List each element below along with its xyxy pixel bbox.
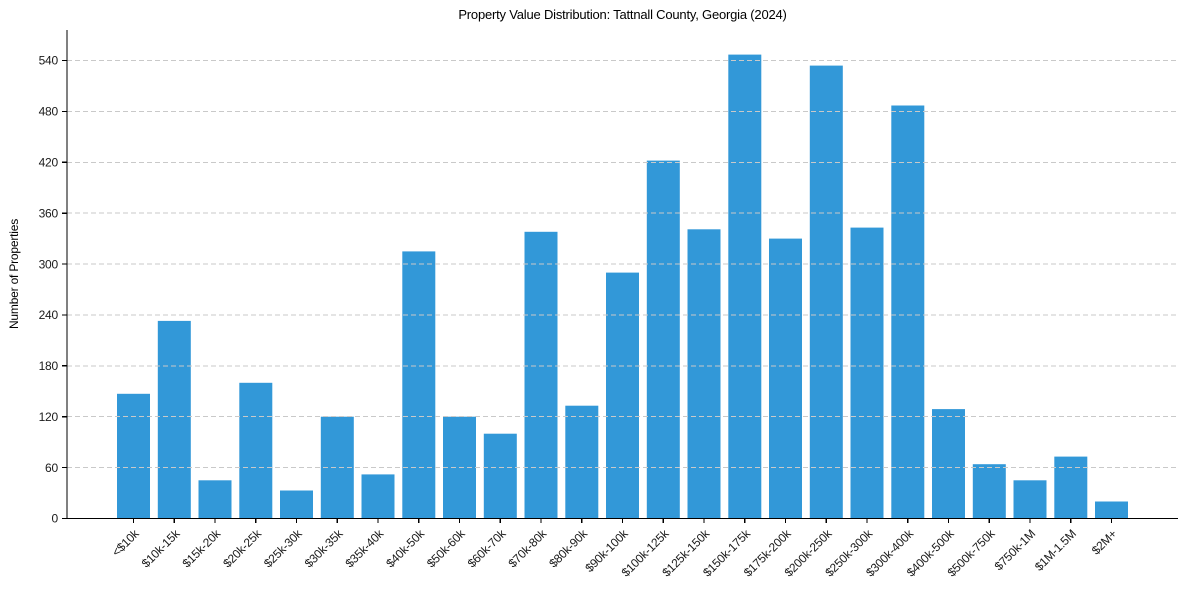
x-tick-label: $50k-60k xyxy=(424,526,469,571)
bar-$150k-175k xyxy=(728,54,762,519)
x-tick-label: $60k-70k xyxy=(465,526,510,571)
bar-$500k-750k xyxy=(972,464,1006,519)
x-tick-label: $15k-20k xyxy=(179,526,224,571)
y-tick-label: 0 xyxy=(52,512,59,526)
bar-$125k-150k xyxy=(687,229,721,519)
x-tick-label: $30k-35k xyxy=(302,526,347,571)
y-tick-label: 300 xyxy=(39,257,59,271)
x-tick-label: $1M-1.5M xyxy=(1032,527,1079,574)
y-tick-label: 480 xyxy=(39,105,59,119)
y-tick-label: 540 xyxy=(39,54,59,68)
y-tick-label: 360 xyxy=(39,206,59,220)
x-tick-label: $750k-1M xyxy=(992,527,1039,574)
y-tick-label: 60 xyxy=(45,461,58,475)
x-tick-label: $25k-30k xyxy=(261,526,306,571)
bar-$750k-1M xyxy=(1013,480,1047,519)
bar-$250k-300k xyxy=(850,227,884,519)
bar-$400k-500k xyxy=(932,409,965,519)
x-tick-label: $35k-40k xyxy=(342,526,387,571)
x-tick-label: <$10k xyxy=(109,526,142,559)
bar-$40k-50k xyxy=(402,251,436,519)
bar-$15k-20k xyxy=(198,480,232,519)
bar-$80k-90k xyxy=(565,405,599,519)
bar-$175k-200k xyxy=(769,238,802,519)
bar-$20k-25k xyxy=(239,382,273,519)
bar-$35k-40k xyxy=(361,474,395,519)
x-tick-label: $70k-80k xyxy=(505,526,550,571)
bar-$200k-250k xyxy=(809,65,843,519)
bar-$100k-125k xyxy=(646,160,680,519)
bar-$70k-80k xyxy=(524,231,558,519)
y-tick-label: 420 xyxy=(39,156,59,170)
x-tick-label: $20k-25k xyxy=(220,526,265,571)
bar-$300k-400k xyxy=(891,105,925,519)
x-tick-label: $10k-15k xyxy=(139,526,184,571)
bar-$2M+ xyxy=(1095,501,1128,519)
bar-$90k-100k xyxy=(606,272,639,519)
bar-$1M-1.5M xyxy=(1054,456,1088,519)
x-tick-label: $2M+ xyxy=(1089,527,1120,558)
y-tick-label: 240 xyxy=(39,308,59,322)
bar-$25k-30k xyxy=(280,490,313,519)
x-tick-label: $40k-50k xyxy=(383,526,428,571)
y-tick-label: 180 xyxy=(39,359,59,373)
chart-title: Property Value Distribution: Tattnall Co… xyxy=(458,7,787,22)
bar-$60k-70k xyxy=(483,433,517,519)
y-tick-label: 120 xyxy=(39,410,59,424)
bar-<$10k xyxy=(117,393,150,519)
bar-$10k-15k xyxy=(157,320,191,519)
